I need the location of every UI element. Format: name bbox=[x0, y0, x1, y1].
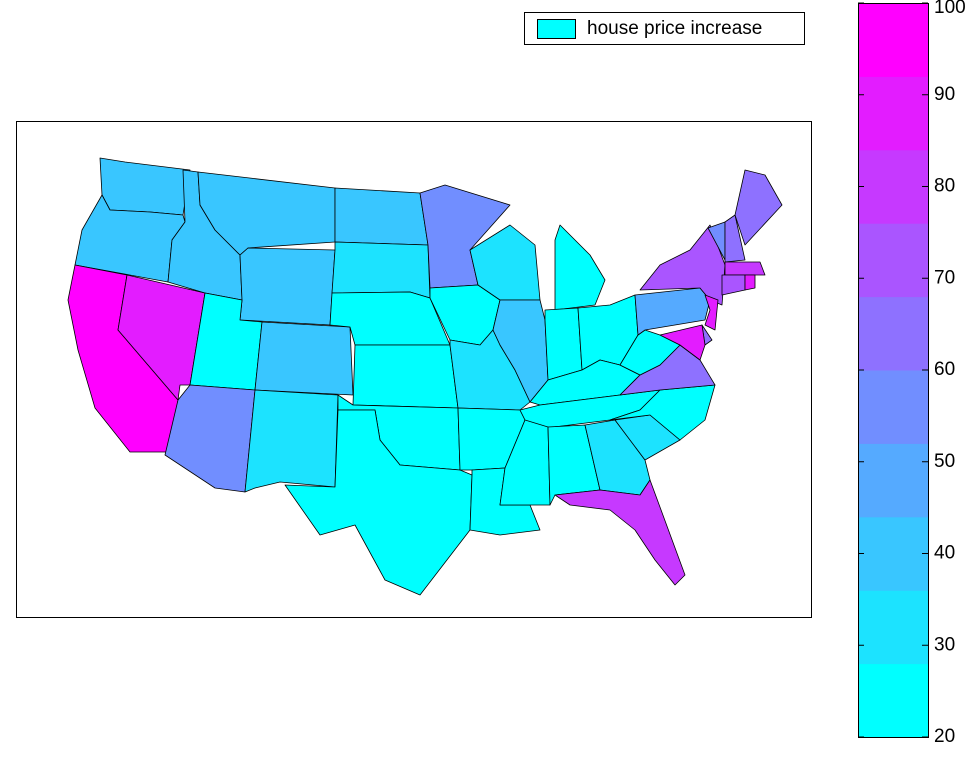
colorbar: 20 30 40 50 60 70 80 90 100 bbox=[858, 0, 966, 747]
colorbar-tick-label: 40 bbox=[934, 543, 955, 564]
colorbar-band bbox=[858, 76, 928, 151]
colorbar-tick-label: 20 bbox=[934, 726, 955, 747]
state bbox=[164, 384, 256, 493]
state bbox=[609, 384, 716, 441]
colorbar-tick-label: 90 bbox=[934, 84, 955, 105]
colorbar-band bbox=[858, 223, 928, 298]
colorbar-band bbox=[858, 370, 928, 444]
colorbar-tick-label: 30 bbox=[934, 634, 955, 655]
state bbox=[352, 344, 459, 409]
colorbar-tick-label: 70 bbox=[934, 267, 955, 288]
map-frame bbox=[16, 121, 812, 618]
state bbox=[554, 479, 686, 586]
states bbox=[67, 157, 783, 596]
state bbox=[659, 324, 706, 361]
state bbox=[744, 274, 756, 291]
colorbar-tick-label: 50 bbox=[934, 451, 955, 472]
colorbar-band bbox=[858, 590, 928, 665]
colorbar-tick-label: 100 bbox=[934, 0, 966, 18]
state bbox=[554, 224, 606, 311]
state bbox=[721, 274, 746, 296]
colorbar-band bbox=[858, 149, 928, 224]
colorbar-tick-label: 80 bbox=[934, 176, 955, 197]
colorbar-band bbox=[858, 663, 928, 738]
colorbar-band bbox=[858, 443, 928, 518]
legend-swatch bbox=[537, 19, 576, 39]
state bbox=[724, 214, 746, 263]
legend-label: house price increase bbox=[587, 18, 762, 39]
state bbox=[284, 409, 473, 596]
state bbox=[254, 321, 354, 396]
colorbar-band bbox=[858, 3, 928, 77]
colorbar-tick-label: 60 bbox=[934, 359, 955, 380]
state bbox=[724, 261, 766, 276]
colorbar-band bbox=[858, 296, 928, 371]
state bbox=[704, 294, 719, 331]
state bbox=[331, 241, 431, 299]
state bbox=[99, 157, 191, 216]
state bbox=[244, 389, 339, 493]
state bbox=[544, 307, 583, 381]
state bbox=[239, 247, 336, 326]
state bbox=[334, 187, 429, 246]
state bbox=[734, 169, 783, 246]
colorbar-band bbox=[858, 516, 928, 591]
